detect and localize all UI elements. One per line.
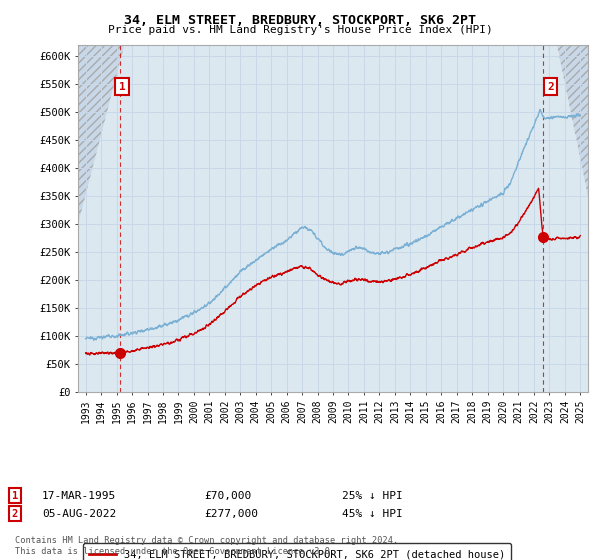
Text: 1: 1 xyxy=(119,82,125,92)
Polygon shape xyxy=(557,45,588,196)
Legend: 34, ELM STREET, BREDBURY, STOCKPORT, SK6 2PT (detached house), HPI: Average pric: 34, ELM STREET, BREDBURY, STOCKPORT, SK6… xyxy=(83,543,511,560)
Text: 2: 2 xyxy=(547,82,554,92)
Text: 2: 2 xyxy=(12,508,18,519)
Text: 34, ELM STREET, BREDBURY, STOCKPORT, SK6 2PT: 34, ELM STREET, BREDBURY, STOCKPORT, SK6… xyxy=(124,14,476,27)
Text: 17-MAR-1995: 17-MAR-1995 xyxy=(42,491,116,501)
Text: £277,000: £277,000 xyxy=(204,508,258,519)
Text: Contains HM Land Registry data © Crown copyright and database right 2024.
This d: Contains HM Land Registry data © Crown c… xyxy=(15,536,398,556)
Text: £70,000: £70,000 xyxy=(204,491,251,501)
Text: 25% ↓ HPI: 25% ↓ HPI xyxy=(342,491,403,501)
Polygon shape xyxy=(78,45,124,224)
Text: 1: 1 xyxy=(12,491,18,501)
Text: Price paid vs. HM Land Registry's House Price Index (HPI): Price paid vs. HM Land Registry's House … xyxy=(107,25,493,35)
Text: 05-AUG-2022: 05-AUG-2022 xyxy=(42,508,116,519)
Text: 45% ↓ HPI: 45% ↓ HPI xyxy=(342,508,403,519)
